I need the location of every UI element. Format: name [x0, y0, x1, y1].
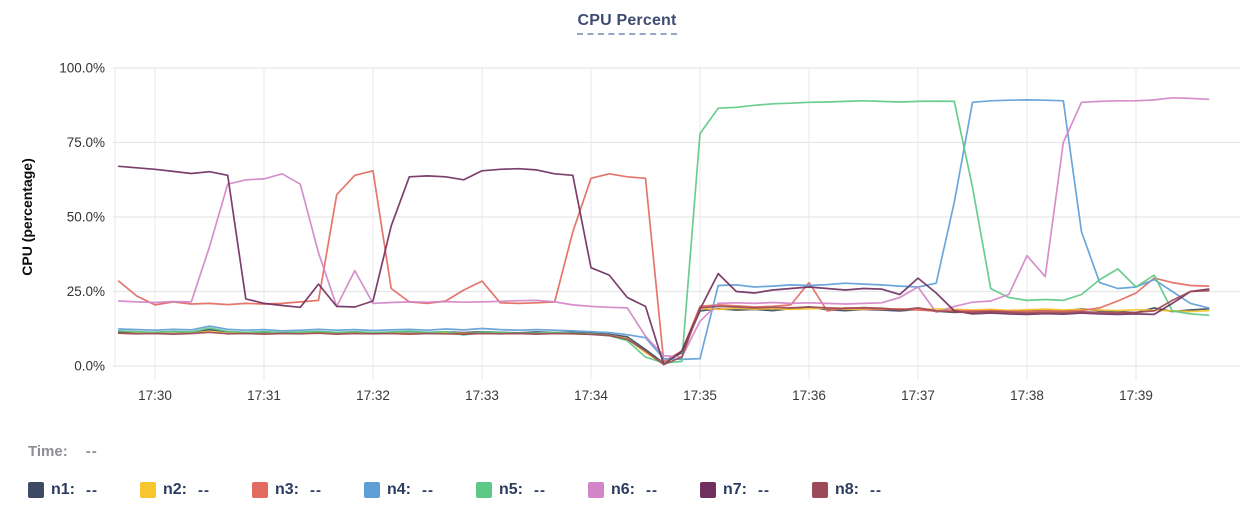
legend-item-n7[interactable]: n7: -- [700, 481, 812, 499]
legend-swatch-n3 [252, 482, 268, 498]
legend-item-n6[interactable]: n6: -- [588, 481, 700, 499]
legend-label-n2: n2: [163, 481, 187, 498]
time-value: -- [85, 443, 98, 460]
legend-item-n4[interactable]: n4: -- [364, 481, 476, 499]
y-tick-label: 25.0% [67, 284, 105, 299]
x-tick-label: 17:31 [247, 388, 281, 403]
x-tick-label: 17:34 [574, 388, 608, 403]
legend-swatch-n5 [476, 482, 492, 498]
legend-swatch-n4 [364, 482, 380, 498]
series-line-n8[interactable] [117, 289, 1210, 366]
legend-value-n6: -- [646, 481, 658, 499]
x-tick-label: 17:39 [1119, 388, 1153, 403]
series-line-n6[interactable] [117, 96, 1210, 358]
legend-swatch-n2 [140, 482, 156, 498]
legend-swatch-n7 [700, 482, 716, 498]
x-tick-label: 17:30 [138, 388, 172, 403]
time-row: Time: -- [28, 443, 98, 460]
legend-value-n5: -- [534, 481, 546, 499]
series-line-n7[interactable] [117, 165, 1210, 366]
y-tick-label: 75.0% [67, 135, 105, 150]
y-tick-label: 0.0% [74, 359, 105, 374]
x-tick-label: 17:38 [1010, 388, 1044, 403]
chart-title-wrap: CPU Percent [0, 12, 1254, 35]
legend-label-n3: n3: [275, 481, 299, 498]
legend-item-n2[interactable]: n2: -- [140, 481, 252, 499]
legend-swatch-n1 [28, 482, 44, 498]
x-tick-label: 17:37 [901, 388, 935, 403]
chart-title[interactable]: CPU Percent [577, 12, 677, 35]
legend-item-n3[interactable]: n3: -- [252, 481, 364, 499]
series-line-n5[interactable] [117, 99, 1210, 364]
legend-label-n8: n8: [835, 481, 859, 498]
y-tick-label: 50.0% [67, 210, 105, 225]
legend-label-n5: n5: [499, 481, 523, 498]
series-line-n3[interactable] [117, 169, 1210, 363]
series-line-n4[interactable] [117, 99, 1210, 361]
legend-label-n1: n1: [51, 481, 75, 498]
x-tick-label: 17:32 [356, 388, 390, 403]
legend-value-n8: -- [870, 481, 882, 499]
x-tick-label: 17:35 [683, 388, 717, 403]
legend-label-n4: n4: [387, 481, 411, 498]
x-tick-label: 17:33 [465, 388, 499, 403]
legend-swatch-n6 [588, 482, 604, 498]
legend-item-n8[interactable]: n8: -- [812, 481, 924, 499]
x-tick-label: 17:36 [792, 388, 826, 403]
legend-item-n1[interactable]: n1: -- [28, 481, 140, 499]
y-tick-label: 100.0% [59, 61, 105, 76]
legend-value-n3: -- [310, 481, 322, 499]
y-axis-title: CPU (percentage) [19, 158, 35, 275]
legend: n1: -- n2: -- n3: -- n4: -- n5: -- n6: -- n7: -- n8: -- [28, 481, 924, 499]
legend-swatch-n8 [812, 482, 828, 498]
legend-value-n4: -- [422, 481, 434, 499]
time-label: Time: [28, 443, 68, 460]
legend-label-n7: n7: [723, 481, 747, 498]
legend-label-n6: n6: [611, 481, 635, 498]
legend-value-n2: -- [198, 481, 210, 499]
legend-value-n7: -- [758, 481, 770, 499]
cpu-percent-chart[interactable]: 17:30 17:31 17:32 17:33 17:34 17:35 17:36 17:37… [0, 0, 1254, 412]
legend-item-n5[interactable]: n5: -- [476, 481, 588, 499]
legend-value-n1: -- [86, 481, 98, 499]
